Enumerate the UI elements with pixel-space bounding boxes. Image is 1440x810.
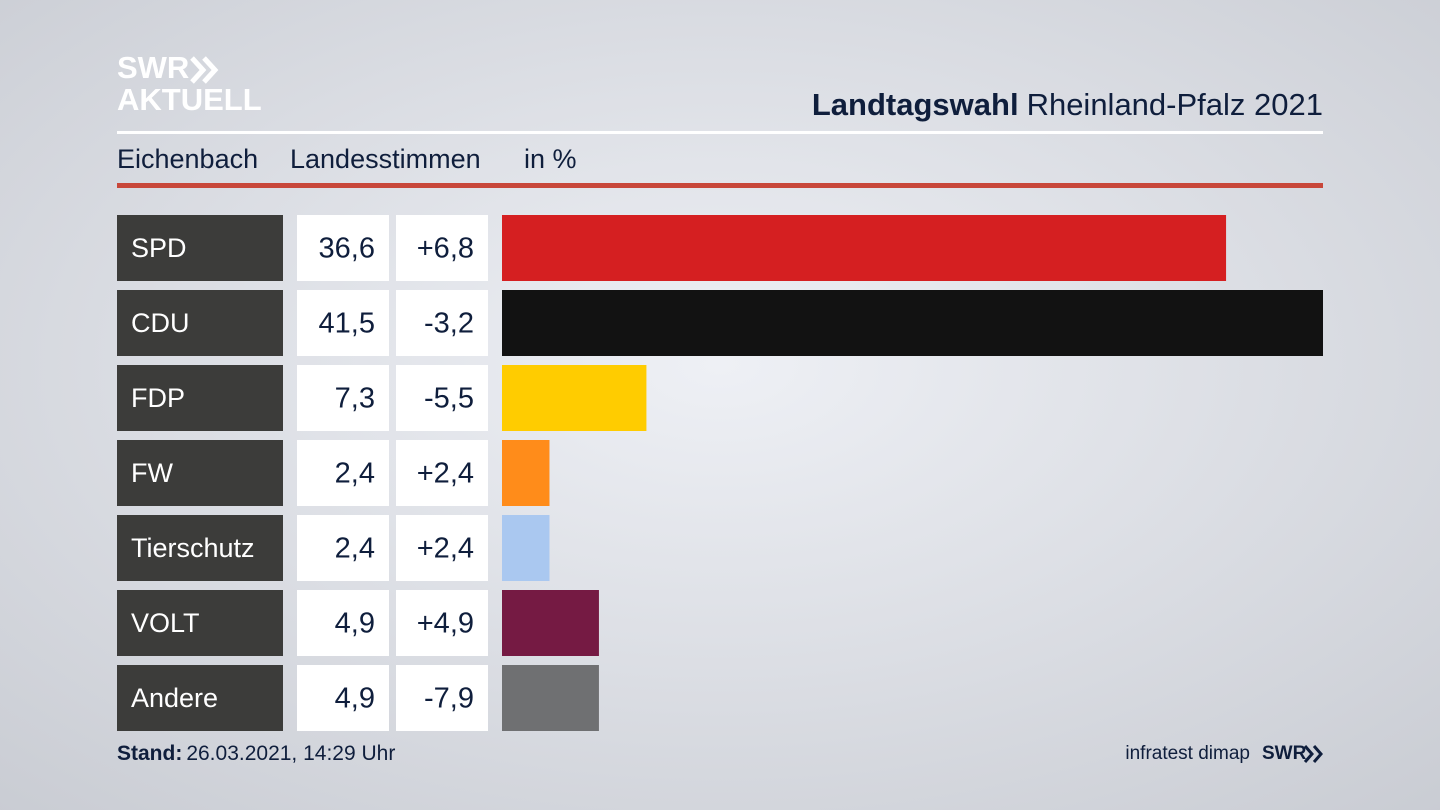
bar <box>502 665 599 731</box>
value-label: 7,3 <box>335 383 375 415</box>
party-box <box>117 590 283 656</box>
party-label: VOLT <box>131 608 200 638</box>
logo-aktuell: AKTUELL <box>117 82 262 117</box>
change-cell <box>396 665 488 731</box>
subtitle: Eichenbach <box>117 144 258 174</box>
value-cell <box>297 440 389 506</box>
subtitle: Landesstimmen <box>290 144 481 174</box>
change-label: -7,9 <box>424 683 474 715</box>
change-cell <box>396 365 488 431</box>
bar <box>502 215 1227 281</box>
party-label: Tierschutz <box>131 533 255 563</box>
value-label: 41,5 <box>319 308 375 340</box>
bar <box>502 590 599 656</box>
party-box <box>117 665 283 731</box>
logo-swr: SWR <box>117 50 189 85</box>
rows: SPD 36,6 +6,8 CDU 41,5 -3,2 FDP 7,3 -5,5 FW 2,4 +2,… <box>117 215 1323 731</box>
party-label: FDP <box>131 383 185 413</box>
bar <box>502 440 550 506</box>
party-label: Andere <box>131 683 218 713</box>
value-cell <box>297 665 389 731</box>
title-bold: Landtagswahl <box>812 87 1019 122</box>
change-label: +4,9 <box>417 608 474 640</box>
value-cell <box>297 590 389 656</box>
title-rest: Rheinland-Pfalz 2021 <box>1027 87 1323 122</box>
party-box <box>117 290 283 356</box>
footer-date: 26.03.2021, 14:29 Uhr <box>186 742 395 765</box>
footer-stand: Stand: 26.03.2021, 14:29 Uhr <box>117 742 395 765</box>
value-cell <box>297 290 389 356</box>
change-cell <box>396 440 488 506</box>
value-label: 4,9 <box>335 608 375 640</box>
party-label: CDU <box>131 308 190 338</box>
divider <box>117 131 1323 134</box>
bar <box>502 515 550 581</box>
change-cell <box>396 590 488 656</box>
bar <box>502 290 1323 356</box>
value-cell <box>297 365 389 431</box>
value-cell <box>297 515 389 581</box>
footer-source: infratest dimap <box>1125 743 1250 764</box>
value-label: 2,4 <box>335 533 375 565</box>
value-label: 36,6 <box>319 233 375 265</box>
change-label: +2,4 <box>417 533 474 565</box>
logo-arrow <box>190 56 207 84</box>
party-label: FW <box>131 458 173 488</box>
logo-arrow <box>202 56 219 84</box>
brand-arrow <box>1312 745 1323 763</box>
party-box <box>117 365 283 431</box>
footer-label: Stand: <box>117 742 182 765</box>
party-label: SPD <box>131 233 187 263</box>
chart-title: Landtagswahl Rheinland-Pfalz 2021 <box>812 87 1323 122</box>
change-cell <box>396 515 488 581</box>
change-label: -3,2 <box>424 308 474 340</box>
change-cell <box>396 290 488 356</box>
subtitle: in % <box>524 144 577 174</box>
value-label: 4,9 <box>335 683 375 715</box>
party-box <box>117 215 283 281</box>
brand-arrow <box>1303 745 1314 763</box>
party-box <box>117 515 283 581</box>
change-label: -5,5 <box>424 383 474 415</box>
footer-brand: SWR <box>1262 743 1307 764</box>
party-box <box>117 440 283 506</box>
change-cell <box>396 215 488 281</box>
value-label: 2,4 <box>335 458 375 490</box>
change-label: +6,8 <box>417 233 474 265</box>
bar <box>502 365 647 431</box>
change-label: +2,4 <box>417 458 474 490</box>
value-cell <box>297 215 389 281</box>
accent-line <box>117 183 1323 188</box>
